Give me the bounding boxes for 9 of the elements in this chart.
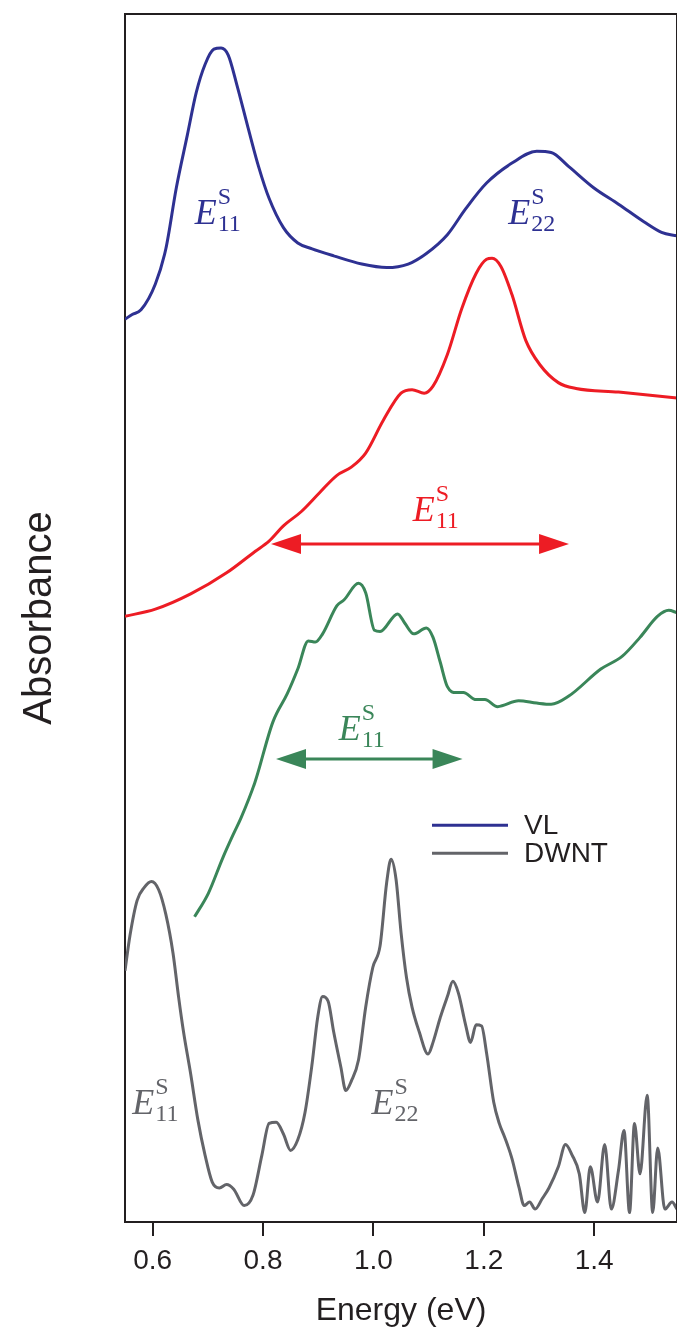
y-axis-title: Absorbance [15, 511, 60, 725]
x-tick-label: 1.4 [574, 1243, 614, 1275]
x-axis-title: Energy (eV) [315, 1290, 487, 1327]
x-tick-label: 0.8 [243, 1243, 283, 1275]
legend-label: DWNT [524, 837, 608, 868]
x-tick-label: 1.0 [353, 1243, 393, 1275]
legend-label: VL [524, 809, 559, 840]
x-tick-label: 1.2 [464, 1243, 504, 1275]
x-tick-label: 0.6 [133, 1243, 173, 1275]
